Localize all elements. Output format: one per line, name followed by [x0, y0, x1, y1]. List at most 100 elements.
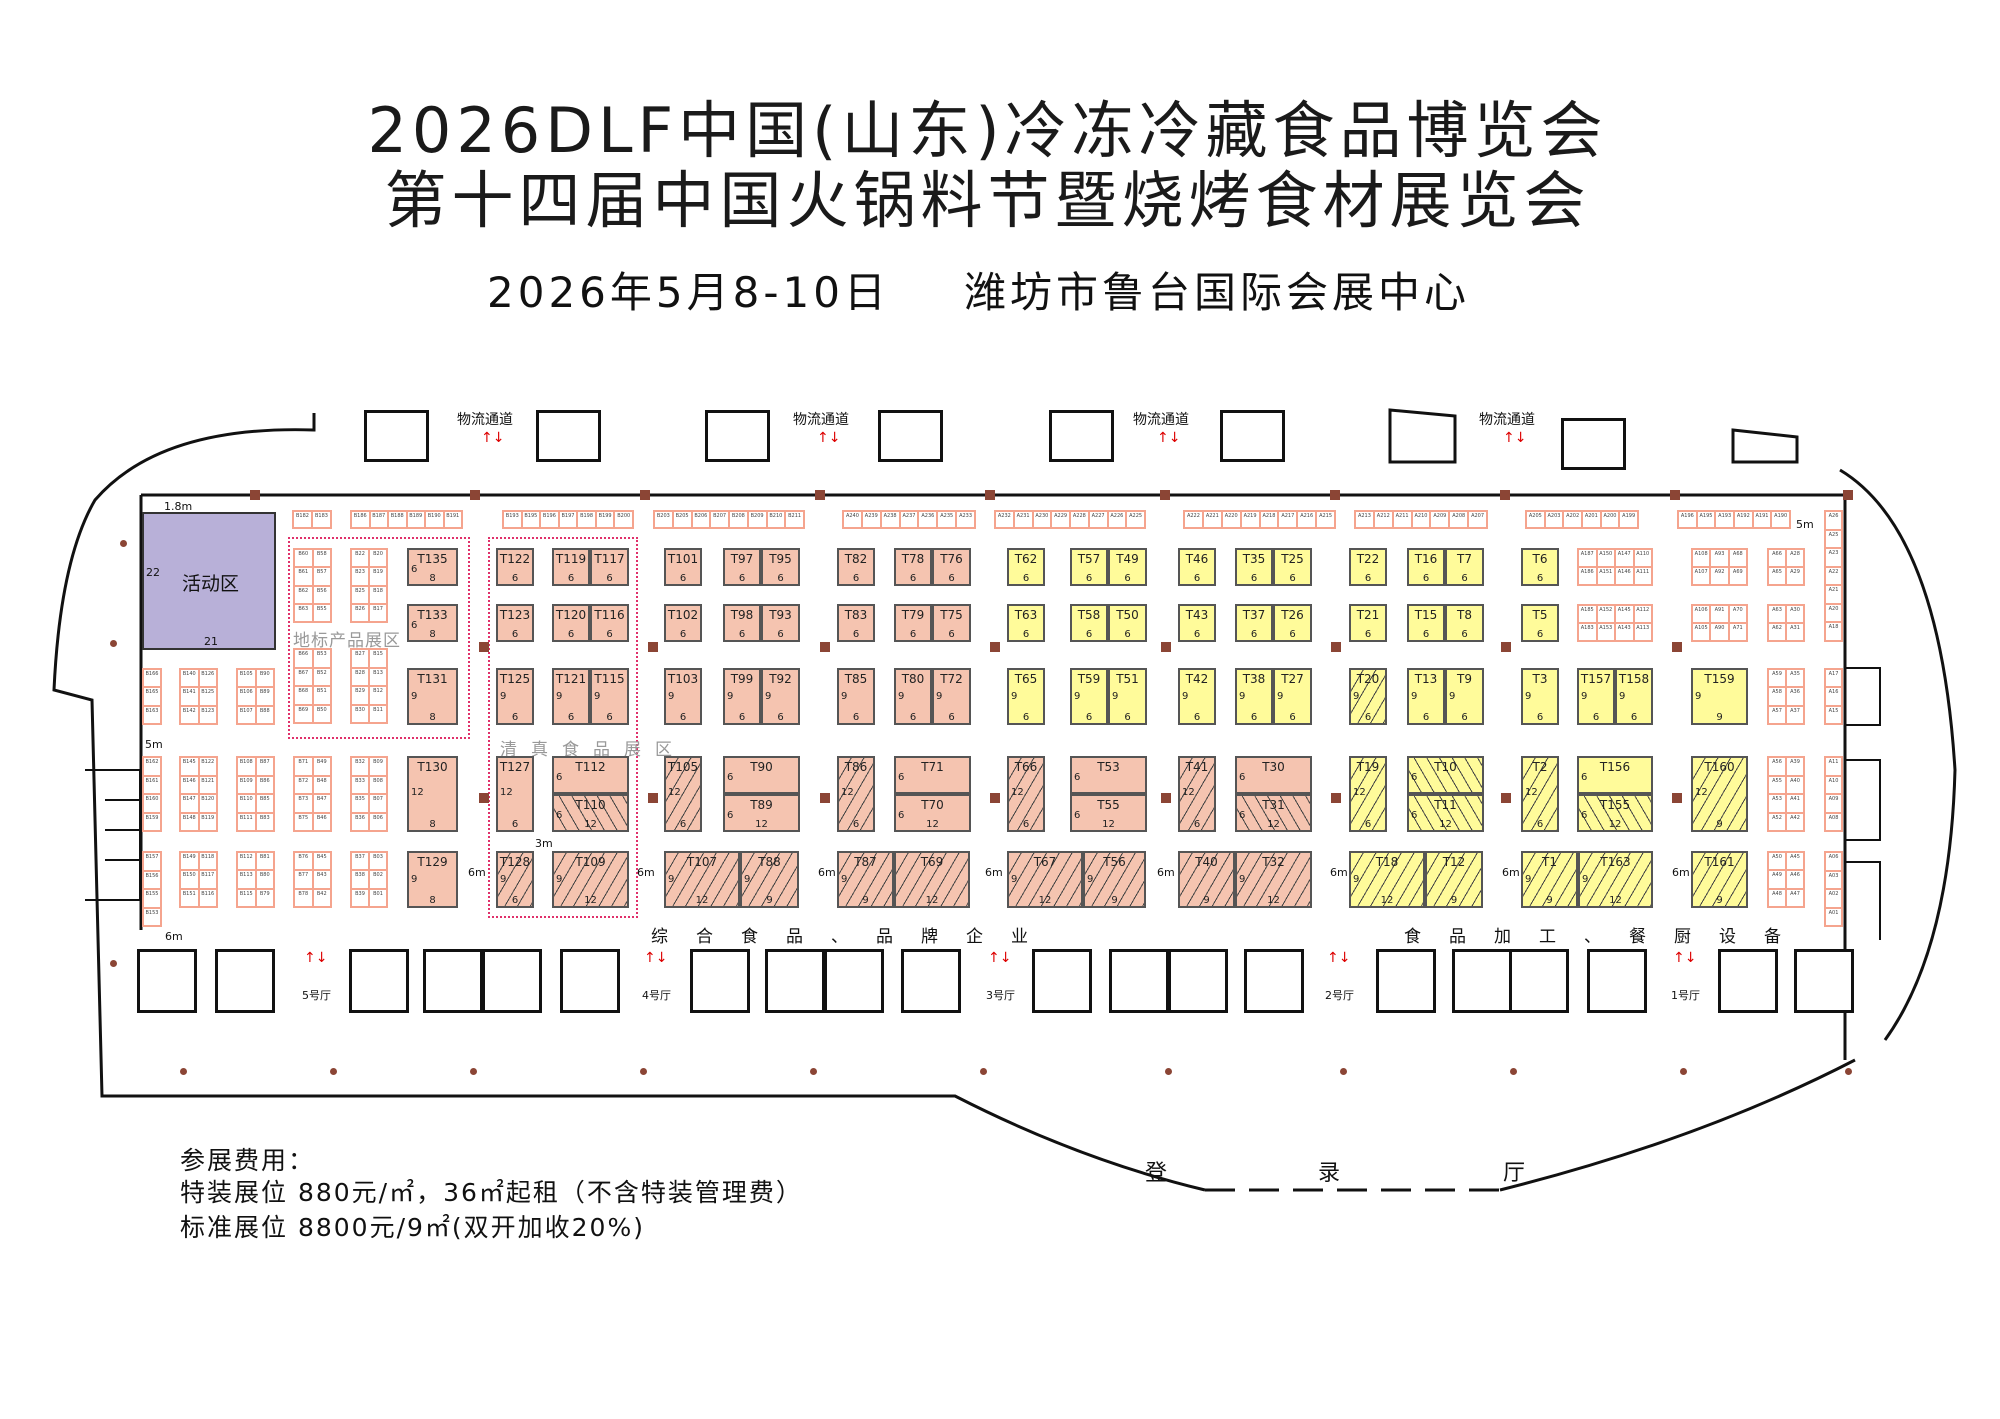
- standard-booth[interactable]: B125: [198, 687, 217, 706]
- booth-t22[interactable]: T22 6: [1349, 548, 1387, 586]
- booth-t18[interactable]: T18 9 12: [1349, 851, 1425, 908]
- standard-booth[interactable]: B186: [351, 511, 370, 528]
- booth-t51[interactable]: T51 9 6: [1108, 668, 1147, 725]
- standard-booth[interactable]: A48: [1768, 888, 1786, 907]
- standard-booth[interactable]: B07: [369, 794, 387, 813]
- standard-booth[interactable]: B08: [369, 775, 387, 794]
- standard-booth[interactable]: A23: [1825, 548, 1842, 567]
- standard-booth[interactable]: A231: [1013, 511, 1033, 528]
- standard-booth[interactable]: A108: [1692, 549, 1711, 567]
- standard-booth[interactable]: A233: [956, 511, 975, 528]
- standard-booth[interactable]: B79: [255, 888, 274, 907]
- standard-booth[interactable]: A50: [1768, 852, 1786, 871]
- standard-booth[interactable]: B88: [255, 705, 274, 724]
- standard-booth[interactable]: B60: [294, 549, 313, 568]
- standard-booth[interactable]: A222: [1184, 511, 1203, 528]
- booth-t125[interactable]: T125 9 6: [496, 668, 534, 725]
- standard-booth[interactable]: A02: [1825, 889, 1842, 908]
- standard-booth[interactable]: A213: [1355, 511, 1374, 528]
- standard-booth[interactable]: A192: [1733, 511, 1753, 528]
- standard-booth[interactable]: A238: [880, 511, 900, 528]
- standard-booth[interactable]: A110: [1633, 549, 1652, 567]
- standard-booth[interactable]: B209: [747, 511, 767, 528]
- booth-t46[interactable]: T46 6: [1178, 548, 1216, 586]
- booth-t71[interactable]: T71 6: [894, 756, 971, 794]
- standard-booth[interactable]: A66: [1768, 549, 1786, 567]
- booth-t38[interactable]: T38 9 6: [1235, 668, 1273, 725]
- standard-booth[interactable]: A240: [843, 511, 862, 528]
- booth-t37[interactable]: T37 6: [1235, 604, 1273, 642]
- booth-t66[interactable]: T66 12 6: [1007, 756, 1045, 832]
- standard-booth[interactable]: A49: [1768, 870, 1786, 889]
- standard-booth[interactable]: B108: [237, 757, 256, 776]
- standard-booth[interactable]: B32: [351, 757, 369, 776]
- standard-booth[interactable]: B210: [766, 511, 786, 528]
- standard-booth[interactable]: B49: [312, 757, 331, 776]
- booth-t121[interactable]: T121 9 6: [552, 668, 590, 725]
- standard-booth[interactable]: B19: [369, 567, 387, 586]
- standard-booth[interactable]: B162: [143, 757, 161, 776]
- booth-t19[interactable]: T19 12 6: [1349, 756, 1387, 832]
- standard-booth[interactable]: B67: [294, 667, 313, 686]
- standard-booth[interactable]: B36: [351, 812, 369, 831]
- standard-booth[interactable]: B157: [143, 852, 161, 871]
- standard-booth[interactable]: B20: [369, 549, 387, 568]
- standard-booth[interactable]: A20: [1825, 603, 1842, 623]
- booth-t99[interactable]: T99 9 6: [723, 668, 761, 725]
- standard-booth[interactable]: B110: [237, 794, 256, 813]
- standard-booth[interactable]: B01: [369, 888, 387, 907]
- standard-booth[interactable]: A195: [1696, 511, 1716, 528]
- booth-t70[interactable]: T70 6 12: [894, 794, 971, 832]
- booth-t6[interactable]: T6 6: [1521, 548, 1559, 586]
- booth-t12[interactable]: T12 9: [1425, 851, 1483, 908]
- booth-t105[interactable]: T105 12 6: [664, 756, 702, 832]
- booth-t16[interactable]: T16 6: [1407, 548, 1445, 586]
- standard-booth[interactable]: B189: [406, 511, 425, 528]
- standard-booth[interactable]: B113: [237, 870, 256, 889]
- standard-booth[interactable]: B191: [443, 511, 462, 528]
- booth-t158[interactable]: T158 9 6: [1615, 668, 1653, 725]
- standard-booth[interactable]: A63: [1768, 605, 1786, 623]
- standard-booth[interactable]: B153: [143, 907, 161, 926]
- standard-booth[interactable]: B53: [312, 649, 331, 668]
- booth-t15[interactable]: T15 6: [1407, 604, 1445, 642]
- standard-booth[interactable]: A193: [1715, 511, 1734, 528]
- standard-booth[interactable]: B122: [198, 757, 217, 776]
- standard-booth[interactable]: B190: [425, 511, 444, 528]
- standard-booth[interactable]: B193: [503, 511, 522, 528]
- booth-t31[interactable]: T31 6 12: [1235, 794, 1312, 832]
- booth-t119[interactable]: T119 6: [552, 548, 590, 586]
- standard-booth[interactable]: B73: [294, 794, 313, 813]
- booth-t103[interactable]: T103 9 6: [664, 668, 702, 725]
- standard-booth[interactable]: B156: [143, 870, 161, 889]
- standard-booth[interactable]: A153: [1596, 623, 1615, 641]
- standard-booth[interactable]: A28: [1786, 549, 1804, 567]
- standard-booth[interactable]: B161: [143, 775, 161, 794]
- standard-booth[interactable]: B62: [294, 585, 313, 604]
- booth-t129[interactable]: T129 9 8: [407, 851, 458, 908]
- standard-booth[interactable]: A146: [1615, 567, 1634, 585]
- standard-booth[interactable]: B46: [312, 812, 331, 831]
- booth-t65[interactable]: T65 9 6: [1007, 668, 1045, 725]
- standard-booth[interactable]: B85: [255, 794, 274, 813]
- activity-area[interactable]: 活动区 22 21: [142, 512, 276, 650]
- booth-t49[interactable]: T49 6: [1108, 548, 1147, 586]
- standard-booth[interactable]: A90: [1710, 623, 1729, 641]
- booth-t161[interactable]: T161 9: [1691, 851, 1748, 908]
- booth-t80[interactable]: T80 9 6: [894, 668, 932, 725]
- standard-booth[interactable]: A147: [1615, 549, 1634, 567]
- standard-booth[interactable]: A52: [1768, 812, 1786, 831]
- booth-t87[interactable]: T87 9 9: [837, 851, 894, 908]
- standard-booth[interactable]: A212: [1373, 511, 1393, 528]
- standard-booth[interactable]: A39: [1786, 757, 1804, 776]
- standard-booth[interactable]: A226: [1107, 511, 1127, 528]
- standard-booth[interactable]: A56: [1768, 757, 1786, 776]
- booth-t5[interactable]: T5 6: [1521, 604, 1559, 642]
- standard-booth[interactable]: B155: [143, 889, 161, 908]
- standard-booth[interactable]: A22: [1825, 566, 1842, 586]
- booth-t2[interactable]: T2 12 6: [1521, 756, 1559, 832]
- booth-t82[interactable]: T82 6: [837, 548, 875, 586]
- standard-booth[interactable]: B188: [388, 511, 407, 528]
- standard-booth[interactable]: A31: [1786, 623, 1804, 641]
- standard-booth[interactable]: B107: [237, 705, 256, 724]
